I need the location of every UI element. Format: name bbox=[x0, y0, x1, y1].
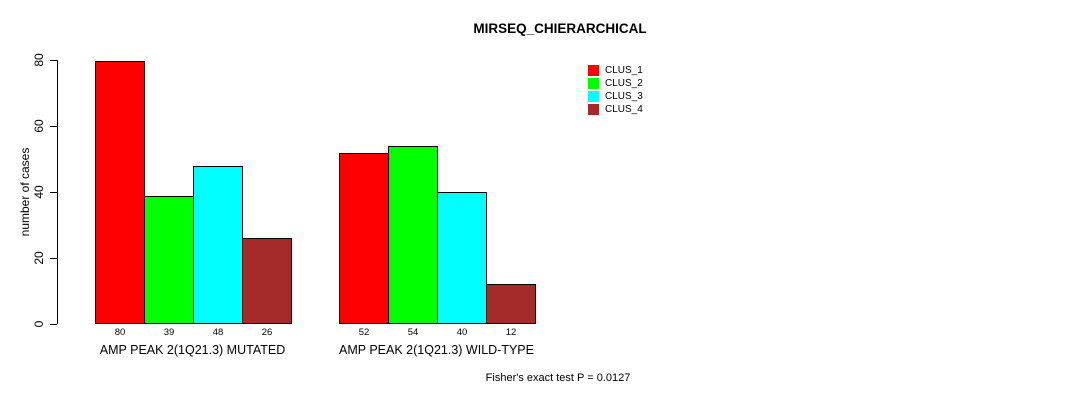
legend-label: CLUS_1 bbox=[605, 65, 643, 76]
chart-title: MIRSEQ_CHIERARCHICAL bbox=[473, 21, 647, 36]
y-tick-mark bbox=[50, 191, 57, 193]
y-tick-mark bbox=[50, 323, 57, 325]
y-tick-label: 40 bbox=[32, 185, 46, 199]
group-label: AMP PEAK 2(1Q21.3) MUTATED bbox=[99, 343, 286, 357]
legend-item-clus_2: CLUS_2 bbox=[588, 77, 643, 90]
bar-clus_2-group1 bbox=[144, 195, 194, 324]
y-tick-mark bbox=[50, 257, 57, 259]
y-tick-label: 80 bbox=[32, 53, 46, 67]
legend-item-clus_1: CLUS_1 bbox=[588, 64, 643, 77]
legend-item-clus_4: CLUS_4 bbox=[588, 103, 643, 116]
legend-swatch-icon bbox=[588, 65, 599, 76]
bar-value-label: 80 bbox=[114, 327, 126, 338]
bar-value-label: 52 bbox=[358, 327, 370, 338]
bar-clus_2-group2 bbox=[388, 146, 438, 324]
legend-item-clus_3: CLUS_3 bbox=[588, 90, 643, 103]
bar-value-label: 48 bbox=[212, 327, 224, 338]
y-tick-mark bbox=[50, 125, 57, 127]
legend: CLUS_1 CLUS_2 CLUS_3 CLUS_4 bbox=[588, 64, 643, 116]
bar-clus_3-group2 bbox=[437, 192, 487, 324]
y-tick-label: 60 bbox=[32, 119, 46, 133]
y-tick-label: 20 bbox=[32, 250, 46, 265]
bar-value-label: 54 bbox=[407, 327, 419, 338]
bar-clus_3-group1 bbox=[193, 165, 243, 324]
bar-value-label: 39 bbox=[163, 327, 175, 338]
y-axis-label: number of cases bbox=[18, 147, 32, 237]
bar-clus_4-group1 bbox=[242, 238, 292, 324]
legend-swatch-icon bbox=[588, 104, 599, 115]
bar-value-label: 12 bbox=[505, 327, 517, 338]
bar-value-label: 26 bbox=[261, 327, 273, 338]
bar-value-label: 40 bbox=[456, 327, 468, 338]
bar-clus_1-group2 bbox=[339, 152, 389, 324]
legend-label: CLUS_2 bbox=[605, 78, 643, 89]
group-label: AMP PEAK 2(1Q21.3) WILD-TYPE bbox=[339, 343, 534, 357]
legend-label: CLUS_4 bbox=[605, 104, 643, 115]
legend-swatch-icon bbox=[588, 78, 599, 89]
y-tick-mark bbox=[50, 60, 57, 61]
legend-swatch-icon bbox=[588, 91, 599, 102]
y-axis-line bbox=[57, 60, 58, 324]
bar-clus_4-group2 bbox=[486, 284, 536, 324]
legend-label: CLUS_3 bbox=[605, 91, 643, 102]
bar-clus_1-group1 bbox=[95, 60, 145, 324]
y-tick-label: 0 bbox=[32, 320, 46, 327]
fisher-test-annotation: Fisher's exact test P = 0.0127 bbox=[485, 372, 631, 384]
